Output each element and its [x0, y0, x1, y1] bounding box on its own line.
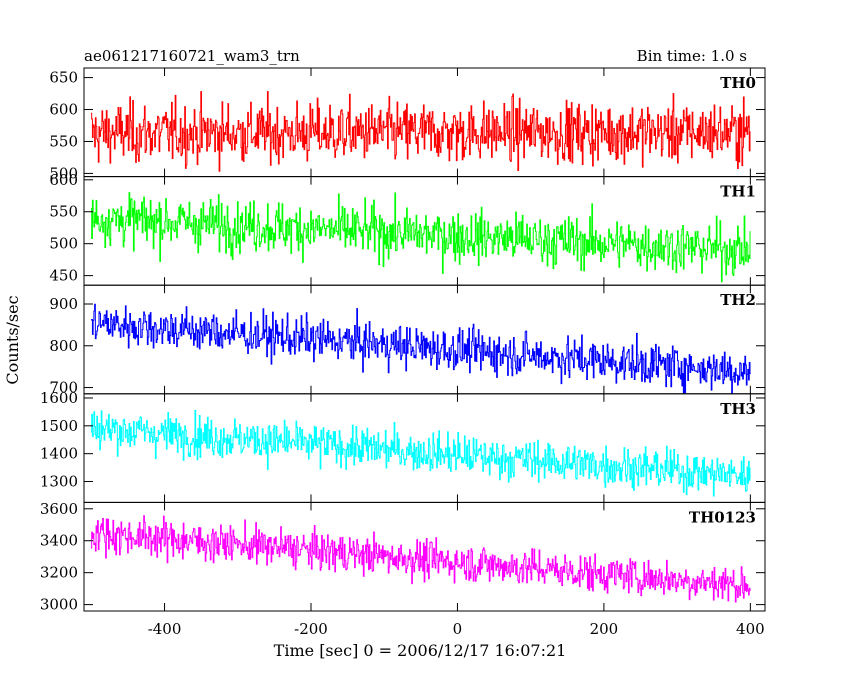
y-tick-label: 500	[49, 235, 78, 253]
series-th0-line	[90, 91, 751, 172]
series-th3-line	[90, 409, 751, 497]
panel-label-th0123: TH0123	[689, 508, 756, 526]
panel-label-th0: TH0	[720, 74, 756, 92]
y-tick-label: 550	[49, 203, 78, 221]
y-tick-label: 600	[49, 101, 78, 119]
y-tick-label: 800	[49, 337, 78, 355]
x-tick-label: -200	[294, 620, 328, 638]
y-tick-label: 1500	[40, 417, 78, 435]
x-tick-label: -400	[148, 620, 182, 638]
y-tick-label: 700	[49, 379, 78, 397]
panel-label-th3: TH3	[720, 400, 756, 418]
y-tick-label: 550	[49, 132, 78, 150]
y-tick-label: 1300	[40, 473, 78, 491]
panel-label-th1: TH1	[720, 183, 756, 201]
y-tick-label: 1600	[40, 389, 78, 407]
x-axis-label: Time [sec] 0 = 2006/12/17 16:07:21	[274, 641, 567, 660]
y-tick-label: 450	[49, 267, 78, 285]
panel-label-th2: TH2	[720, 291, 756, 309]
series-th1-line	[90, 192, 751, 283]
panel-frame-th0123	[83, 501, 766, 612]
y-tick-label: 650	[49, 69, 78, 87]
bin-time-label: Bin time: 1.0 s	[637, 47, 747, 65]
x-tick-label: 0	[453, 620, 463, 638]
chart-title: ae061217160721_wam3_trn	[84, 47, 300, 65]
y-axis-label: Counts/sec	[3, 295, 22, 384]
chart-panels: 500 550 600 650 TH0 450 500 550 600 TH1 700 800 900 T…	[40, 67, 766, 638]
y-tick-label: 500	[49, 164, 78, 182]
y-tick-label: 3400	[40, 532, 78, 550]
y-tick-label: 1400	[40, 445, 78, 463]
y-tick-label: 3600	[40, 500, 78, 518]
y-tick-label: 3200	[40, 564, 78, 582]
y-tick-label: 600	[49, 171, 78, 189]
x-tick-label: 400	[736, 620, 765, 638]
series-th0123-line	[90, 515, 751, 603]
series-th2-line	[90, 303, 751, 394]
y-tick-label: 3000	[40, 596, 78, 614]
y-tick-label: 900	[49, 295, 78, 313]
x-tick-label: 200	[590, 620, 619, 638]
